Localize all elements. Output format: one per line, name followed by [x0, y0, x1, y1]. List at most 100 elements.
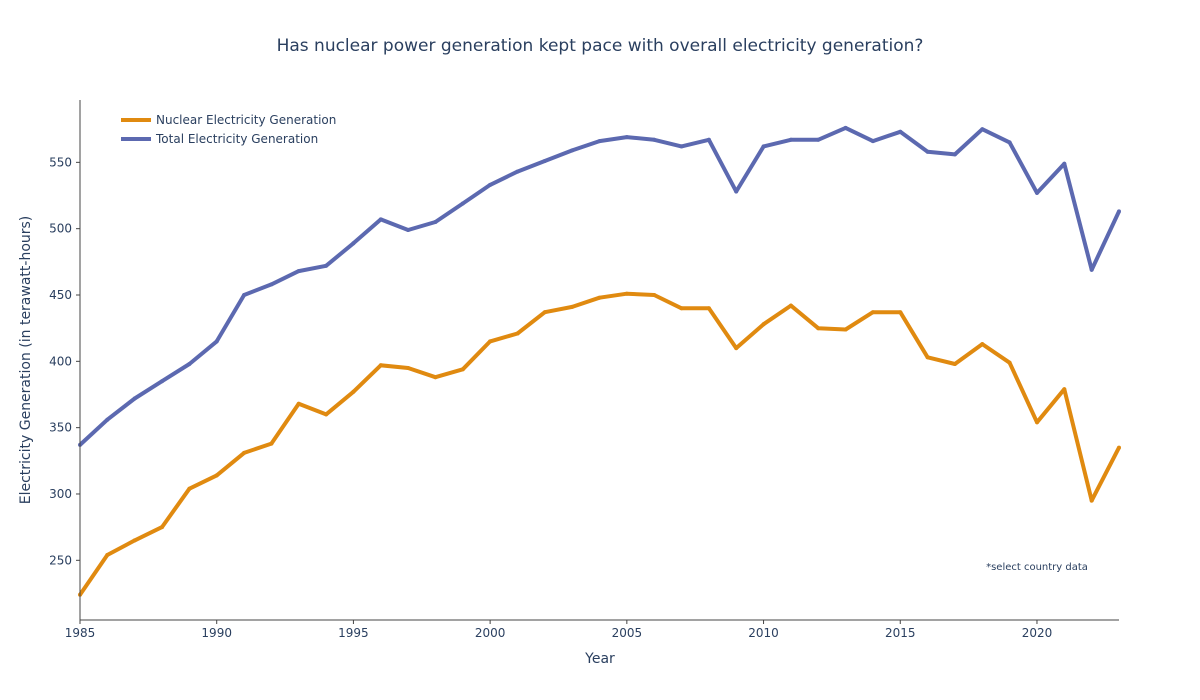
data-point-0-2023[interactable] [1117, 445, 1121, 450]
data-point-0-1998[interactable] [433, 375, 438, 380]
y-ticks: 250 300 350 400 450 500 550 [49, 155, 80, 567]
data-point-1-1993[interactable] [296, 269, 301, 274]
data-point-1-2003[interactable] [570, 148, 575, 153]
data-point-1-1990[interactable] [214, 339, 219, 344]
data-point-0-2012[interactable] [816, 326, 821, 331]
data-point-0-1997[interactable] [406, 366, 411, 370]
x-axis-title: Year [584, 651, 615, 667]
data-point-0-2013[interactable] [843, 327, 848, 332]
legend-item-total[interactable]: Total Electricity Generation [121, 132, 318, 146]
data-point-1-1988[interactable] [160, 379, 164, 384]
data-point-1-2020[interactable] [1035, 190, 1039, 195]
data-point-0-2020[interactable] [1035, 420, 1039, 425]
data-point-0-2008[interactable] [706, 306, 711, 311]
x-tick-label: 2000 [475, 626, 506, 640]
data-point-1-2004[interactable] [597, 139, 602, 144]
data-point-1-1989[interactable] [187, 362, 192, 366]
data-point-0-2021[interactable] [1062, 387, 1067, 392]
data-point-1-2023[interactable] [1117, 209, 1121, 214]
y-tick-label: 300 [49, 487, 72, 501]
data-point-1-2019[interactable] [1007, 140, 1012, 145]
legend[interactable]: Nuclear Electricity Generation Total Ele… [121, 113, 336, 146]
data-point-1-2015[interactable] [898, 129, 903, 134]
y-tick-label: 250 [49, 553, 72, 567]
data-point-0-1991[interactable] [242, 450, 247, 455]
x-tick-label: 2010 [748, 626, 779, 640]
data-point-1-2010[interactable] [761, 144, 766, 149]
data-point-0-2022[interactable] [1089, 498, 1094, 503]
data-point-0-2016[interactable] [925, 355, 930, 360]
data-point-1-2002[interactable] [542, 159, 547, 163]
data-point-0-1993[interactable] [296, 401, 301, 406]
data-point-1-2022[interactable] [1089, 267, 1094, 272]
plot-area: 1985 1990 1995 2000 2005 2010 2015 2020 250 300 3… [49, 100, 1121, 640]
data-point-1-2011[interactable] [788, 137, 793, 142]
x-ticks: 1985 1990 1995 2000 2005 2010 2015 2020 [65, 620, 1052, 640]
data-point-1-2021[interactable] [1062, 161, 1067, 166]
data-point-0-2017[interactable] [952, 362, 957, 366]
data-point-1-2012[interactable] [816, 137, 821, 142]
data-point-1-2009[interactable] [734, 189, 739, 194]
legend-label-nuclear: Nuclear Electricity Generation [156, 113, 336, 127]
data-point-1-1987[interactable] [132, 396, 137, 401]
data-point-0-1996[interactable] [378, 363, 383, 368]
data-point-1-2007[interactable] [679, 144, 684, 149]
series-layer [78, 125, 1121, 597]
y-tick-label: 550 [49, 155, 72, 169]
y-tick-label: 350 [49, 421, 72, 435]
data-point-1-2000[interactable] [488, 182, 493, 187]
data-point-1-1991[interactable] [242, 293, 247, 297]
data-point-0-1994[interactable] [324, 412, 329, 417]
data-point-0-1987[interactable] [132, 538, 137, 543]
data-point-1-2014[interactable] [870, 139, 875, 144]
legend-label-total: Total Electricity Generation [155, 132, 318, 146]
data-point-1-1997[interactable] [406, 228, 411, 232]
legend-item-nuclear[interactable]: Nuclear Electricity Generation [121, 113, 336, 127]
data-point-1-1986[interactable] [105, 417, 110, 422]
data-point-0-1986[interactable] [105, 553, 110, 557]
x-tick-label: 1995 [338, 626, 369, 640]
data-point-1-2017[interactable] [952, 152, 957, 157]
data-point-0-2000[interactable] [488, 339, 493, 344]
data-point-0-1992[interactable] [269, 441, 274, 446]
data-point-1-2006[interactable] [652, 137, 657, 142]
data-point-0-2006[interactable] [652, 293, 657, 297]
data-point-0-2003[interactable] [570, 304, 575, 309]
data-point-1-1994[interactable] [324, 263, 329, 268]
data-point-0-2005[interactable] [624, 291, 629, 296]
data-point-1-2001[interactable] [515, 169, 520, 174]
data-point-1-1996[interactable] [378, 217, 383, 222]
data-point-0-2004[interactable] [597, 295, 602, 300]
data-point-1-2008[interactable] [706, 137, 711, 142]
chart-title: Has nuclear power generation kept pace w… [277, 36, 924, 56]
data-point-1-1998[interactable] [433, 220, 438, 224]
data-point-0-2002[interactable] [542, 310, 547, 315]
data-point-0-1995[interactable] [351, 389, 356, 394]
data-point-0-2011[interactable] [788, 303, 793, 308]
data-point-0-2018[interactable] [980, 342, 985, 347]
data-point-0-2010[interactable] [761, 322, 766, 327]
x-tick-label: 1990 [201, 626, 232, 640]
data-point-1-2018[interactable] [980, 127, 985, 132]
footnote-annotation: *select country data [986, 562, 1088, 573]
data-point-1-1995[interactable] [351, 241, 356, 246]
data-point-0-1999[interactable] [460, 367, 465, 372]
data-point-0-2007[interactable] [679, 306, 684, 311]
data-point-1-1999[interactable] [460, 201, 465, 206]
data-point-0-2019[interactable] [1007, 360, 1012, 365]
y-tick-label: 400 [49, 354, 72, 368]
data-point-1-2013[interactable] [843, 125, 848, 130]
data-point-0-1989[interactable] [187, 486, 192, 491]
data-point-0-2014[interactable] [870, 310, 875, 315]
data-point-0-1990[interactable] [214, 473, 219, 478]
data-point-0-2009[interactable] [734, 346, 739, 351]
data-point-1-2016[interactable] [925, 149, 930, 154]
data-point-0-2015[interactable] [898, 310, 903, 315]
data-point-0-2001[interactable] [515, 331, 520, 336]
data-point-1-2005[interactable] [624, 135, 629, 140]
series-line-1[interactable] [78, 125, 1121, 447]
series-line-0[interactable] [78, 291, 1121, 596]
data-point-0-1988[interactable] [160, 525, 164, 530]
data-point-1-1992[interactable] [269, 282, 274, 287]
